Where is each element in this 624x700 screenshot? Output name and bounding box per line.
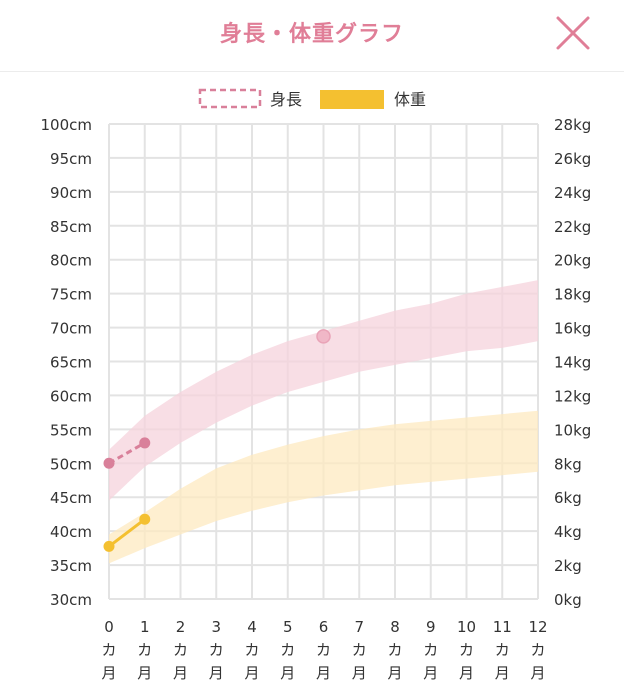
height-line-segment-0 (108, 441, 146, 465)
x-tick-unit-tsuki-1: 月 (137, 664, 152, 682)
x-tick-unit-tsuki-12: 月 (530, 664, 545, 682)
legend-height-label: 身長 (270, 90, 302, 109)
x-tick-unit-ka-4: カ (244, 641, 259, 659)
weight-point-1 (139, 513, 151, 525)
x-tick-unit-tsuki-11: 月 (495, 664, 510, 682)
left-tick-label-6: 60cm (50, 387, 92, 405)
x-tick-unit-ka-12: カ (530, 641, 545, 659)
x-tick-unit-ka-2: カ (173, 641, 188, 659)
x-tick-unit-ka-9: カ (423, 641, 438, 659)
right-tick-label-13: 26kg (554, 150, 591, 168)
x-tick-label-0: 0 (104, 618, 114, 636)
close-icon[interactable] (550, 10, 596, 56)
x-tick-label-12: 12 (528, 618, 547, 636)
header: 身長・体重グラフ (0, 0, 624, 72)
legend-weight-label: 体重 (394, 90, 426, 109)
right-tick-label-11: 22kg (554, 218, 591, 236)
x-tick-label-2: 2 (176, 618, 186, 636)
legend-height-swatch (198, 88, 262, 109)
x-tick-unit-tsuki-6: 月 (316, 664, 331, 682)
right-axis: 0kg 2kg 4kg 6kg 8kg 10kg 12kg 14kg 16kg 18kg 20kg 2… (554, 116, 591, 609)
x-tick-unit-tsuki-7: 月 (352, 664, 367, 682)
right-tick-label-0: 0kg (554, 591, 582, 609)
right-tick-label-14: 28kg (554, 116, 591, 134)
chart-grid (108, 123, 539, 600)
x-tick-label-7: 7 (354, 618, 364, 636)
x-tick-unit-ka-11: カ (495, 641, 510, 659)
x-tick-label-1: 1 (140, 618, 150, 636)
height-point-0 (103, 457, 115, 469)
x-tick-label-10: 10 (457, 618, 476, 636)
x-tick-unit-ka-3: カ (209, 641, 224, 659)
right-tick-label-7: 14kg (554, 354, 591, 372)
left-tick-label-2: 40cm (50, 523, 92, 541)
x-tick-unit-tsuki-3: 月 (209, 664, 224, 682)
x-tick-unit-tsuki-2: 月 (173, 664, 188, 682)
x-tick-unit-ka-8: カ (387, 641, 402, 659)
weight-point-0 (103, 540, 115, 552)
x-tick-unit-ka-6: カ (316, 641, 331, 659)
left-tick-label-14: 100cm (41, 116, 93, 134)
x-tick-unit-tsuki-0: 月 (101, 664, 116, 682)
x-tick-label-6: 6 (319, 618, 329, 636)
x-axis: 0カ月1カ月2カ月3カ月4カ月5カ月6カ月7カ月8カ月9カ月10カ月11カ月12… (101, 618, 547, 682)
left-tick-label-11: 85cm (50, 218, 92, 236)
left-tick-label-3: 45cm (50, 489, 92, 507)
x-tick-label-3: 3 (211, 618, 221, 636)
legend-weight-swatch (320, 90, 384, 109)
x-tick-unit-ka-5: カ (280, 641, 295, 659)
left-tick-label-10: 80cm (50, 252, 92, 270)
right-tick-label-8: 16kg (554, 320, 591, 338)
right-tick-label-4: 8kg (554, 455, 582, 473)
data-lines (103, 329, 331, 552)
x-tick-unit-tsuki-8: 月 (387, 664, 402, 682)
x-tick-unit-ka-0: カ (101, 641, 116, 659)
left-tick-label-1: 35cm (50, 557, 92, 575)
right-tick-label-5: 10kg (554, 421, 591, 439)
x-tick-label-9: 9 (426, 618, 436, 636)
right-tick-label-2: 4kg (554, 523, 582, 541)
x-tick-unit-ka-1: カ (137, 641, 152, 659)
x-tick-unit-tsuki-10: 月 (459, 664, 474, 682)
right-tick-label-12: 24kg (554, 184, 591, 202)
right-tick-label-9: 18kg (554, 286, 591, 304)
height-extra-point-0 (316, 329, 331, 344)
left-tick-label-9: 75cm (50, 286, 92, 304)
x-tick-unit-tsuki-4: 月 (244, 664, 259, 682)
x-tick-label-4: 4 (247, 618, 257, 636)
right-tick-label-1: 2kg (554, 557, 582, 575)
height-reference-band (109, 280, 538, 501)
left-axis: 30cm 35cm 40cm 45cm 50cm 55cm 60cm 65cm 70cm 75cm… (41, 116, 93, 609)
x-tick-label-8: 8 (390, 618, 400, 636)
x-tick-unit-ka-10: カ (459, 641, 474, 659)
left-tick-label-12: 90cm (50, 184, 92, 202)
right-tick-label-3: 6kg (554, 489, 582, 507)
left-tick-label-5: 55cm (50, 421, 92, 439)
left-tick-label-7: 65cm (50, 354, 92, 372)
x-tick-label-5: 5 (283, 618, 293, 636)
x-tick-label-11: 11 (493, 618, 512, 636)
left-tick-label-4: 50cm (50, 455, 92, 473)
left-tick-label-8: 70cm (50, 320, 92, 338)
right-tick-label-6: 12kg (554, 387, 591, 405)
x-tick-unit-ka-7: カ (352, 641, 367, 659)
x-tick-unit-tsuki-9: 月 (423, 664, 438, 682)
right-tick-label-10: 20kg (554, 252, 591, 270)
left-tick-label-0: 30cm (50, 591, 92, 609)
weight-reference-band (109, 410, 538, 564)
left-tick-label-13: 95cm (50, 150, 92, 168)
page-title: 身長・体重グラフ (219, 22, 404, 47)
height-point-1 (139, 437, 151, 449)
x-tick-unit-tsuki-5: 月 (280, 664, 295, 682)
reference-bands (109, 280, 538, 564)
weight-line-segment-0 (108, 518, 146, 548)
growth-chart: 身長 体重 30cm 35cm 40cm 45cm 50cm 55cm 60cm 65cm 70c… (41, 88, 591, 682)
chart-legend: 身長 体重 (198, 88, 426, 109)
